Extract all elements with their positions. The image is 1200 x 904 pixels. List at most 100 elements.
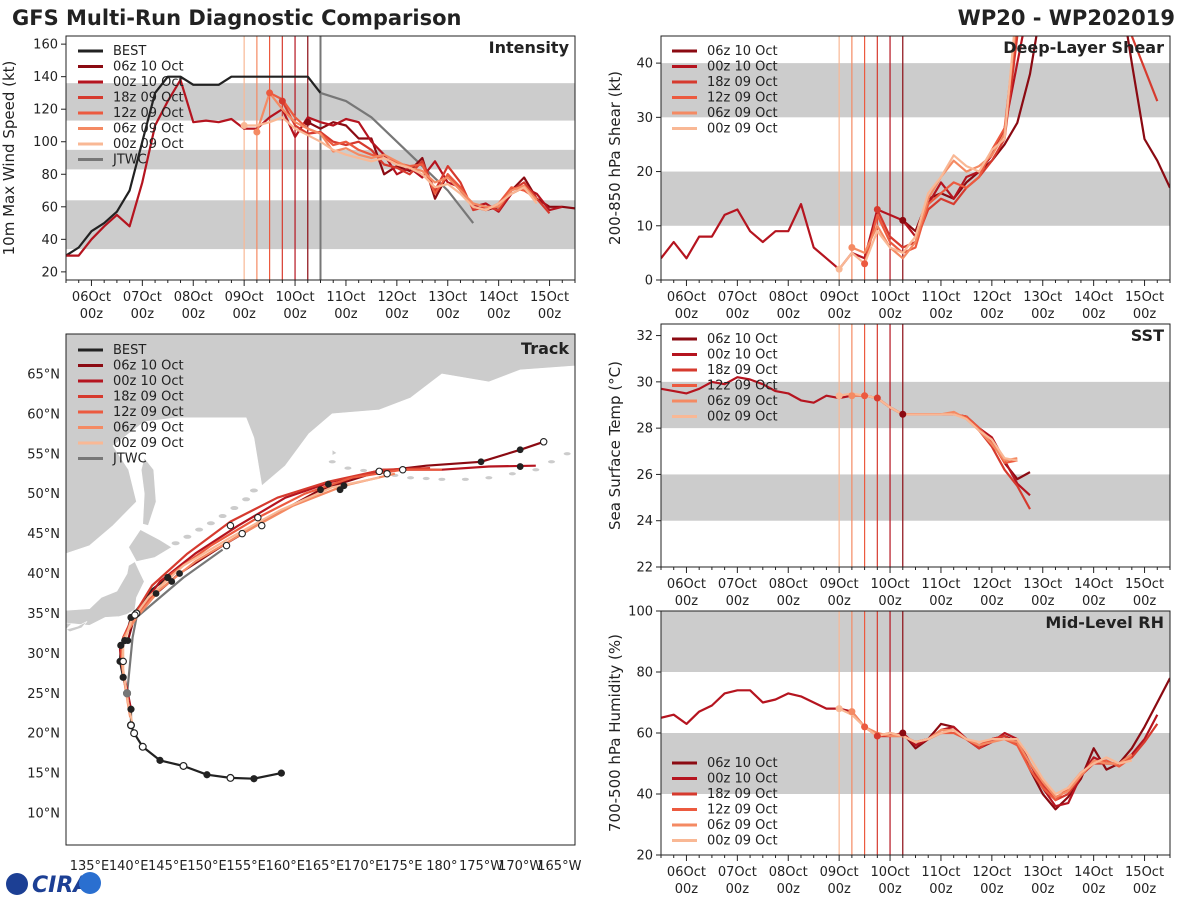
- x-tick-label: 09Oct: [820, 577, 859, 592]
- legend-label: 18z 09 Oct: [113, 390, 184, 405]
- legend-label: BEST: [113, 343, 146, 358]
- y-tick-label: 80: [636, 666, 653, 681]
- x-tick-hour-label: 00z: [1133, 307, 1157, 322]
- legend-label: JTWC: [112, 153, 147, 168]
- x-tick-hour-label: 00z: [1031, 594, 1055, 609]
- land-asia-mainland: [66, 334, 575, 554]
- x-tick-hour-label: 00z: [1133, 594, 1157, 609]
- x-tick-label: 10Oct: [276, 290, 315, 305]
- track-marker-filled: [176, 570, 183, 577]
- land-kuril-island: [218, 514, 227, 519]
- legend-label: 06z 09 Oct: [707, 394, 778, 409]
- track-marker-open: [375, 467, 383, 476]
- lon-label: 170°W: [498, 859, 542, 874]
- x-tick-hour-label: 00z: [675, 882, 699, 897]
- legend-label: 00z 10 Oct: [113, 75, 184, 90]
- y-tick-label: 120: [33, 103, 58, 118]
- legend-label: 00z 10 Oct: [113, 374, 184, 389]
- x-tick-label: 15Oct: [530, 290, 569, 305]
- land-kuril-island: [242, 497, 251, 502]
- lon-label: 165°W: [537, 859, 581, 874]
- track-marker-filled: [117, 641, 125, 649]
- y-tick-label: 140: [33, 70, 58, 85]
- x-tick-label: 12Oct: [972, 290, 1011, 305]
- rh-panel: 20 40 60 80 100 06Oct 00z 07Oct 00z 08Oct 00z 09Oct…: [606, 605, 1171, 897]
- x-tick-label: 07Oct: [718, 865, 757, 880]
- init-point-marker: [848, 243, 856, 251]
- x-tick-label: 13Oct: [1023, 290, 1062, 305]
- lat-label: 45°N: [27, 527, 60, 542]
- x-tick-label: 15Oct: [1125, 577, 1164, 592]
- y-tick-label: 26: [636, 468, 653, 483]
- cira-logo: CIRA: [6, 872, 101, 898]
- x-tick-hour-label: 00z: [283, 307, 307, 322]
- x-tick-hour-label: 00z: [726, 307, 750, 322]
- lon-label: 170°E: [344, 859, 384, 874]
- series-line: [244, 116, 538, 212]
- x-tick-label: 07Oct: [718, 290, 757, 305]
- legend-label: 12z 09 Oct: [113, 106, 184, 121]
- lon-label: 160°E: [265, 859, 305, 874]
- legend-label: 18z 09 Oct: [113, 91, 184, 106]
- x-tick-label: 14Oct: [1074, 577, 1113, 592]
- legend-label: 00z 09 Oct: [113, 137, 184, 152]
- x-tick-hour-label: 00z: [131, 307, 155, 322]
- shear-panel: 0 10 20 30 40 06Oct 00z 07Oct 00z 08Oct 00z 09Oct 00…: [606, 35, 1171, 322]
- legend-label: 18z 09 Oct: [707, 75, 778, 90]
- land-kuril-island: [183, 534, 192, 539]
- y-tick-label: 24: [636, 514, 653, 529]
- x-tick-label: 15Oct: [1125, 865, 1164, 880]
- series-line: [838, 707, 1133, 796]
- track-marker-open: [179, 761, 188, 770]
- init-point-marker: [278, 97, 286, 105]
- track-marker-open: [138, 742, 147, 751]
- track-line: [118, 464, 536, 710]
- legend-label: 00z 09 Oct: [113, 436, 184, 451]
- lon-label: 165°E: [305, 859, 345, 874]
- series-line: [863, 36, 1017, 264]
- x-tick-label: 12Oct: [377, 290, 416, 305]
- legend-label: BEST: [113, 44, 146, 59]
- land-honshu: [66, 561, 145, 626]
- init-point-marker: [266, 89, 274, 97]
- x-tick-hour-label: 00z: [1082, 307, 1106, 322]
- init-point-marker: [848, 392, 856, 400]
- y-tick-label: 100: [628, 605, 653, 620]
- series-line: [66, 75, 322, 257]
- x-tick-hour-label: 00z: [827, 882, 851, 897]
- track-marker-filled: [324, 480, 332, 488]
- x-tick-label: 11Oct: [921, 290, 960, 305]
- legend-label: 12z 09 Oct: [707, 91, 778, 106]
- track-marker-filled: [477, 458, 485, 466]
- x-tick-label: 07Oct: [123, 290, 162, 305]
- init-point-marker: [835, 705, 843, 713]
- y-tick-label: 100: [33, 135, 58, 150]
- y-tick-label: 40: [636, 788, 653, 803]
- logo-emblem-icon: [79, 872, 101, 894]
- legend-label: 12z 09 Oct: [707, 379, 778, 394]
- x-tick-hour-label: 00z: [1133, 882, 1157, 897]
- track-marker-open: [127, 721, 135, 729]
- init-point-marker: [848, 708, 856, 716]
- series-group: [661, 677, 1170, 811]
- legend-label: 18z 09 Oct: [707, 363, 778, 378]
- lat-label: 60°N: [27, 407, 60, 422]
- legend-label: 06z 10 Oct: [113, 359, 184, 374]
- track-marker-filled: [516, 446, 524, 454]
- legend-label: 06z 10 Oct: [707, 44, 778, 59]
- jtwc-marker: [123, 689, 132, 698]
- series-line: [1130, 36, 1159, 102]
- y-tick-label: 40: [41, 233, 58, 248]
- intensity-panel: 20 40 60 80 100 120 140 160 06Oct 00z 07Oct 00z 08Oc…: [0, 35, 576, 322]
- legend-label: 06z 09 Oct: [113, 122, 184, 137]
- land-aleutian-island: [438, 477, 446, 481]
- legend-label: 12z 09 Oct: [707, 803, 778, 818]
- lat-label: 55°N: [27, 447, 60, 462]
- series-line: [1126, 36, 1170, 189]
- panel-title: SST: [1131, 326, 1164, 345]
- land-kuril-island: [249, 488, 258, 493]
- init-point-marker: [240, 121, 248, 129]
- track-marker-open: [226, 521, 235, 530]
- series-group: [66, 75, 575, 257]
- y-tick-label: 30: [636, 375, 653, 390]
